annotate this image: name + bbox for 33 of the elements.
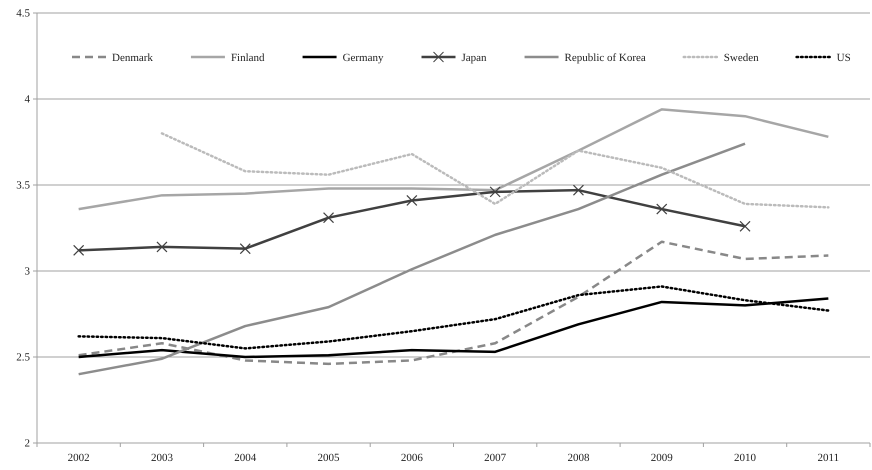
- legend-label: Republic of Korea: [564, 52, 646, 64]
- legend-label: Japan: [462, 52, 488, 64]
- y-tick-label: 2: [24, 438, 30, 450]
- x-tick-label: 2005: [318, 452, 340, 464]
- y-tick-label: 4: [24, 94, 30, 106]
- legend-label: US: [836, 52, 851, 64]
- y-tick-label: 3: [24, 266, 30, 278]
- x-tick-label: 2007: [484, 452, 507, 464]
- x-tick-label: 2004: [234, 452, 257, 464]
- point: [73, 244, 84, 256]
- legend-label: Finland: [230, 52, 266, 64]
- x-tick-label: 2006: [400, 452, 424, 464]
- legend-label: Denmark: [112, 52, 154, 64]
- point: [240, 243, 251, 254]
- line-series: [160, 132, 830, 209]
- point: [156, 241, 168, 253]
- legend-label: Sweden: [724, 52, 760, 64]
- point: [322, 212, 334, 224]
- point: [572, 184, 584, 196]
- point: [406, 194, 418, 206]
- x-tick-label: 2010: [734, 452, 757, 464]
- y-tick-label: 3.5: [16, 180, 30, 192]
- point: [739, 220, 751, 232]
- x-tick-label: 2002: [68, 452, 90, 464]
- x-tick-label: 2008: [567, 452, 590, 464]
- x-tick-label: 2009: [650, 452, 674, 464]
- y-tick-label: 4.5: [16, 8, 30, 20]
- point: [490, 186, 501, 198]
- x-tick-label: 2003: [150, 452, 174, 464]
- x-tick-label: 2011: [818, 452, 840, 464]
- legend-label: Germany: [342, 52, 384, 64]
- y-tick-label: 2.5: [16, 352, 30, 364]
- point: [656, 203, 668, 215]
